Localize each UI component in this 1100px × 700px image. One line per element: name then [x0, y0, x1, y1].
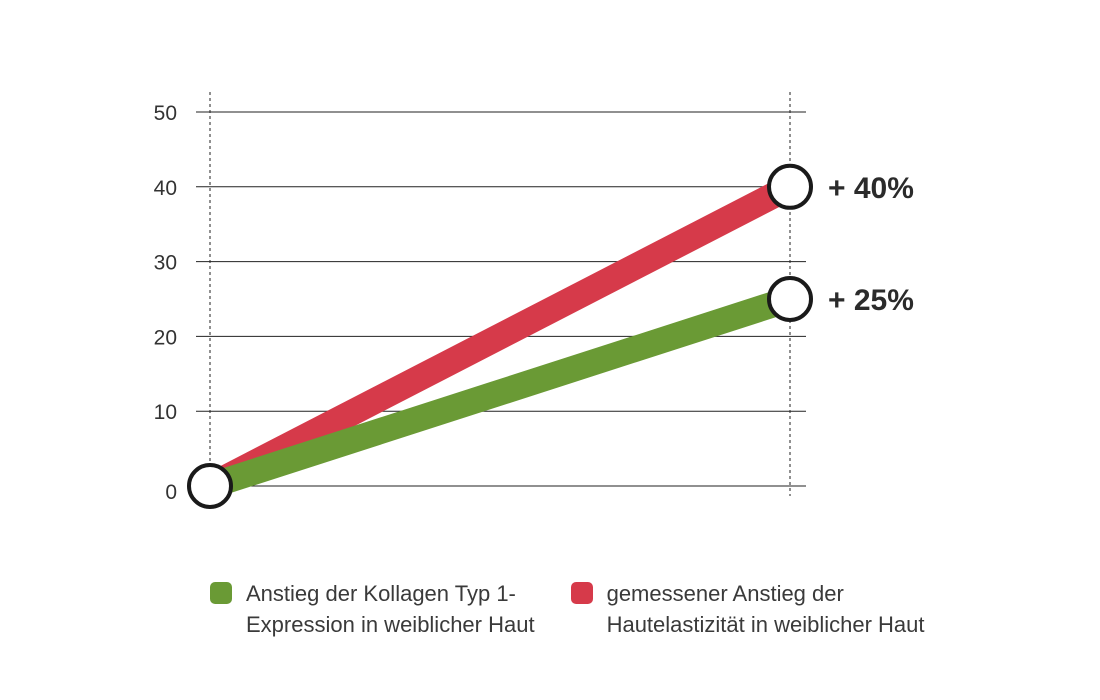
y-tick-label-0: 0	[165, 481, 177, 504]
marker-origin	[187, 463, 233, 509]
legend-label-collagen-line-2: Expression in weiblicher Haut	[246, 612, 535, 637]
end-labels: + 25% + 40%	[828, 172, 914, 317]
y-tick-label-40: 40	[154, 177, 177, 200]
y-tick-label-20: 20	[154, 326, 177, 349]
legend-label-elasticity-line-2: Hautelastizität in weiblicher Haut	[606, 612, 925, 637]
end-label-collagen: + 25%	[828, 284, 914, 317]
y-tick-label-50: 50	[154, 102, 177, 125]
legend: Anstieg der Kollagen Typ 1- Expression i…	[210, 578, 925, 640]
legend-swatch-green	[210, 582, 232, 604]
point-markers	[187, 163, 813, 509]
series-line-collagen	[206, 286, 794, 499]
y-tick-label-10: 10	[154, 401, 177, 424]
y-axis-ticks: 0 10 20 30 40 50	[154, 102, 177, 504]
legend-label-collagen-line-1: Anstieg der Kollagen Typ 1-	[246, 581, 516, 606]
series-line-elasticity	[204, 175, 796, 498]
legend-swatch-red	[570, 582, 593, 604]
series-lines	[204, 175, 796, 499]
legend-label-elasticity: gemessener Anstieg der Hautelastizität i…	[607, 578, 925, 640]
legend-item-collagen: Anstieg der Kollagen Typ 1- Expression i…	[210, 578, 535, 640]
end-label-elasticity: + 40%	[828, 172, 914, 205]
legend-item-elasticity: gemessener Anstieg der Hautelastizität i…	[570, 578, 925, 640]
legend-label-elasticity-line-1: gemessener Anstieg der	[606, 581, 844, 606]
legend-label-collagen: Anstieg der Kollagen Typ 1- Expression i…	[246, 578, 535, 640]
marker-end-collagen	[767, 276, 813, 322]
y-tick-label-30: 30	[154, 252, 177, 275]
marker-end-elasticity	[767, 163, 813, 210]
